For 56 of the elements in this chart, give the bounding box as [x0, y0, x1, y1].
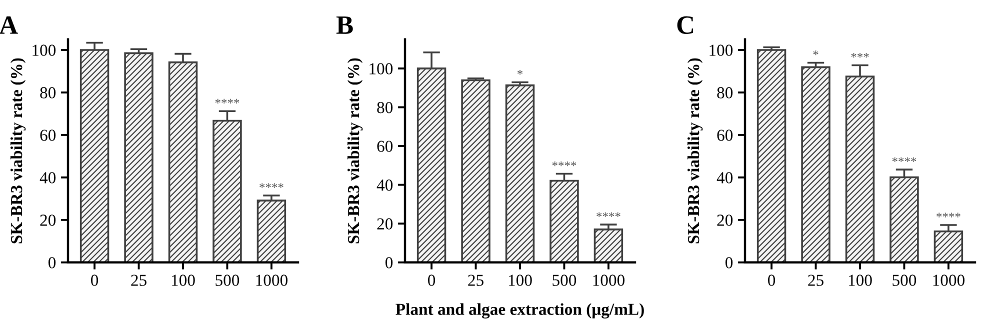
y-tick-label: 40 [40, 172, 56, 184]
bar [505, 84, 535, 262]
y-tick-label: 40 [376, 180, 393, 191]
y-tick-label: 60 [377, 140, 393, 152]
x-tick-label: 100 [848, 274, 872, 286]
y-tick-label: 100 [710, 44, 733, 56]
x-tick-label: 500 [552, 274, 576, 286]
annotation: * [813, 50, 818, 56]
annotation: **** [552, 162, 576, 166]
chart-title: B [336, 16, 353, 34]
bar [934, 230, 964, 262]
bar [594, 228, 624, 262]
y-tick-label: 100 [370, 63, 393, 74]
chart-title: C [677, 16, 694, 34]
y-tick-label: 80 [377, 102, 393, 114]
x-tick-label: 1000 [933, 274, 964, 286]
y-tick-label: 20 [40, 214, 56, 226]
x-tick-label: 0 [428, 274, 436, 286]
annotation: **** [215, 98, 240, 104]
x-tick-label: 1000 [256, 274, 288, 286]
annotation: * [517, 70, 523, 75]
y-tick-label: 20 [717, 214, 733, 226]
bar [801, 66, 830, 262]
x-tick-label: 0 [768, 274, 776, 286]
y-tick-label: 20 [377, 218, 393, 230]
y-tick-label: 80 [717, 87, 733, 98]
y-tick-label: 60 [40, 130, 56, 141]
y-tick-label: 0 [725, 257, 733, 268]
x-tick-label: 100 [508, 274, 532, 286]
y-tick-label: 60 [717, 130, 733, 141]
y-tick-label: 80 [40, 87, 56, 98]
bar [256, 200, 286, 262]
x-tick-label: 500 [216, 274, 240, 286]
x-tick-label: 25 [808, 274, 824, 286]
y-axis-title: SK-BR3 viability rate (%) [10, 58, 26, 244]
y-tick-label: 40 [716, 172, 733, 184]
bar [124, 52, 154, 262]
x-tick-label: 25 [131, 274, 146, 286]
annotation: *** [851, 53, 869, 58]
x-tick-label: 1000 [593, 274, 624, 286]
y-axis-title: SK-BR3 viability rate (%) [687, 58, 703, 244]
annotation: **** [936, 212, 960, 218]
annotation: **** [596, 212, 620, 217]
annotation: **** [260, 183, 284, 188]
bar [461, 79, 490, 262]
annotation: **** [892, 157, 916, 162]
x-tick-label: 0 [91, 274, 98, 286]
y-axis-title: SK-BR3 viability rate (%) [347, 58, 363, 244]
y-tick-label: 100 [32, 44, 56, 56]
x-axis-title: Plant and algae extraction (μg/mL) [396, 303, 644, 318]
x-tick-label: 500 [892, 274, 916, 286]
y-tick-label: 0 [48, 257, 56, 268]
y-tick-label: 0 [385, 257, 393, 268]
x-tick-label: 100 [172, 274, 195, 286]
x-tick-label: 25 [468, 274, 484, 286]
bar [756, 49, 786, 262]
